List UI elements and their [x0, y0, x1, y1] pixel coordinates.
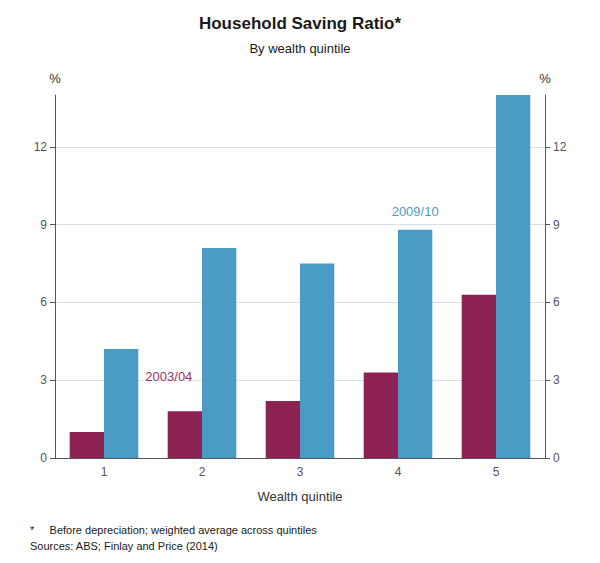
svg-text:2009/10: 2009/10	[392, 204, 439, 219]
svg-text:0: 0	[40, 451, 47, 465]
svg-text:1: 1	[101, 465, 108, 479]
svg-text:9: 9	[553, 218, 560, 232]
svg-text:6: 6	[553, 295, 560, 309]
svg-text:12: 12	[34, 140, 48, 154]
svg-text:4: 4	[395, 465, 402, 479]
svg-text:%: %	[49, 71, 61, 86]
svg-text:By wealth quintile: By wealth quintile	[249, 41, 350, 56]
svg-text:3: 3	[40, 373, 47, 387]
svg-text:* Before depreciation; wei: * Before depreciation; weighted average …	[30, 524, 317, 536]
svg-text:Household Saving Ratio*: Household Saving Ratio*	[199, 14, 402, 33]
svg-text:3: 3	[553, 373, 560, 387]
svg-text:Wealth quintile: Wealth quintile	[257, 489, 342, 504]
svg-text:2: 2	[199, 465, 206, 479]
svg-text:5: 5	[493, 465, 500, 479]
svg-text:%: %	[539, 71, 551, 86]
svg-text:9: 9	[40, 218, 47, 232]
svg-text:0: 0	[553, 451, 560, 465]
svg-text:Sources: ABS; Finlay and Price: Sources: ABS; Finlay and Price (2014)	[30, 540, 218, 552]
svg-text:6: 6	[40, 295, 47, 309]
svg-text:3: 3	[297, 465, 304, 479]
svg-text:2003/04: 2003/04	[145, 369, 192, 384]
svg-text:12: 12	[553, 140, 567, 154]
